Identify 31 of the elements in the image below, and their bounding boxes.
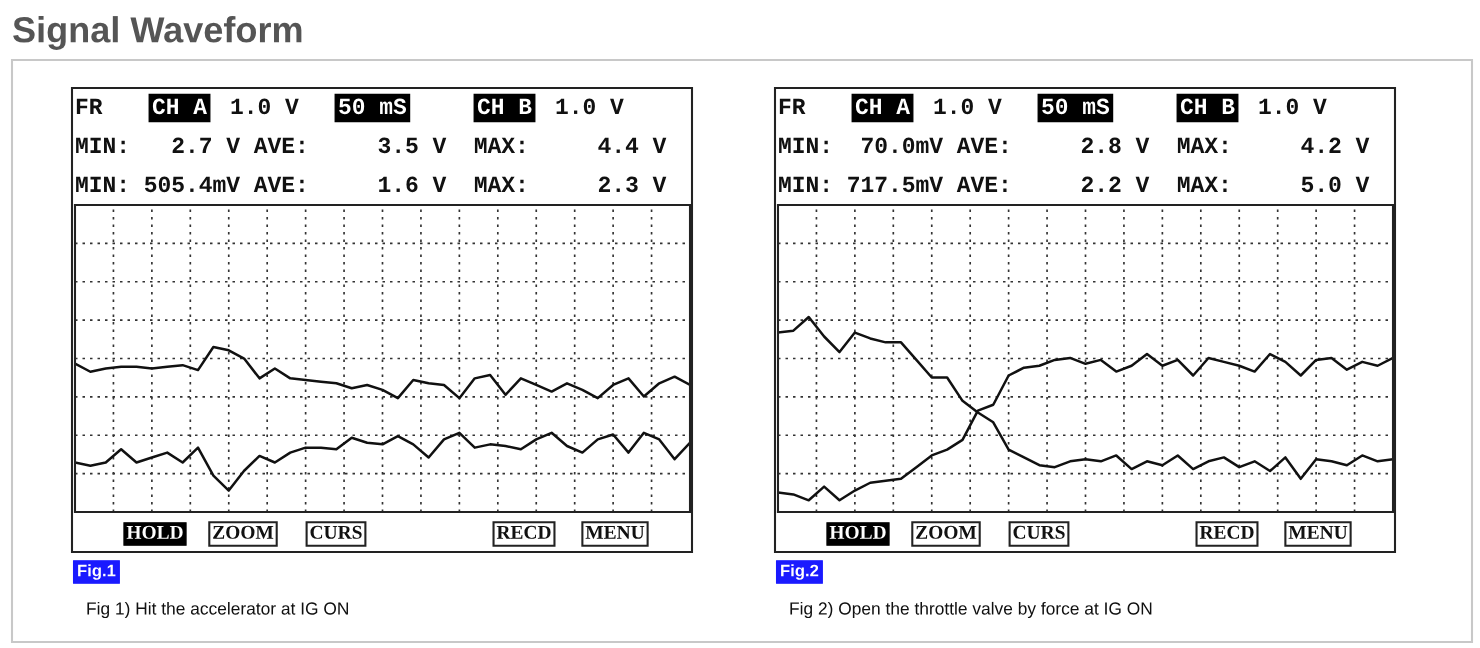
- text: RECD: [496, 525, 551, 539]
- text: CH A: [152, 98, 208, 115]
- text: Signal Waveform: [13, 16, 302, 50]
- text: FR: [76, 98, 103, 114]
- text: MIN: 2.7 V AVE: 3.5 V MAX: 4.4 V: [76, 137, 667, 154]
- text: RECD: [1199, 525, 1254, 539]
- text: HOLD: [829, 525, 886, 539]
- text: 50 mS: [339, 98, 407, 115]
- text: CH B: [1180, 98, 1235, 115]
- text: MIN: 505.4mV AVE: 1.6 V MAX: 2.3 V: [76, 176, 667, 193]
- text: 1.0 V: [231, 98, 299, 115]
- text: CH B: [477, 98, 532, 115]
- text: Fig 1) Hit the accelerator at IG ON: [87, 601, 348, 619]
- text: Fig.1: [78, 564, 116, 580]
- text: 1.0 V: [556, 98, 624, 115]
- text: 1.0 V: [1259, 98, 1327, 115]
- text: FR: [779, 98, 806, 114]
- text: MENU: [1288, 525, 1348, 539]
- text: CH A: [855, 98, 911, 115]
- text: MIN: 717.5mV AVE: 2.2 V MAX: 5.0 V: [779, 176, 1370, 193]
- text: ZOOM: [916, 525, 977, 539]
- text: Fig.2: [781, 564, 819, 580]
- text: 1.0 V: [934, 98, 1002, 115]
- text: MIN: 70.0mV AVE: 2.8 V MAX: 4.2 V: [779, 137, 1370, 154]
- text: MENU: [585, 525, 645, 539]
- text: CURS: [310, 525, 362, 539]
- text: HOLD: [126, 525, 183, 539]
- text: CURS: [1013, 525, 1065, 539]
- text: ZOOM: [213, 525, 274, 539]
- text: 50 mS: [1042, 98, 1110, 115]
- text: Fig 2) Open the throttle valve by force at IG ON: [790, 601, 1152, 619]
